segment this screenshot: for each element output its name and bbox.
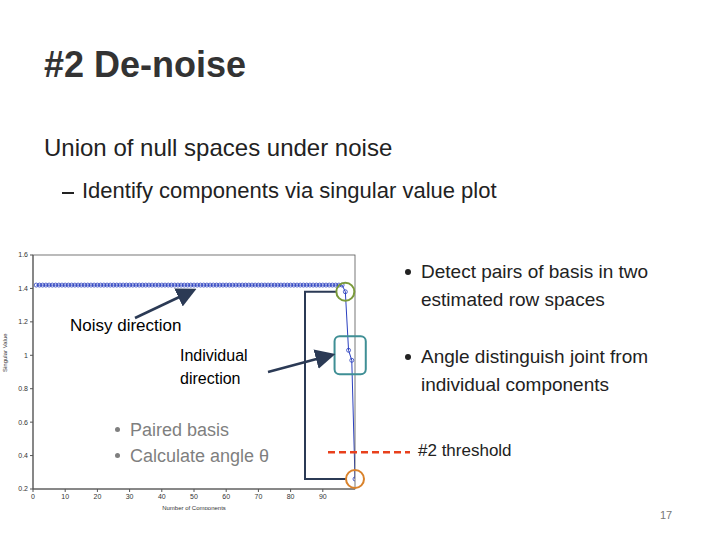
svg-text:Singular Value: Singular Value: [8, 333, 9, 372]
svg-text:60: 60: [222, 493, 230, 500]
html-text:17: 17: [660, 509, 673, 521]
svg-text:Number of Components: Number of Components: [162, 505, 226, 510]
svg-text:1.6: 1.6: [18, 251, 28, 258]
svg-text:0: 0: [31, 493, 35, 500]
html-text:Paired basis: Paired basis: [130, 420, 230, 440]
svg-text:40: 40: [158, 493, 166, 500]
svg-text:50: 50: [190, 493, 198, 500]
html-text:Detect pairs of basis in two e: Detect pairs of basis in two estimated r…: [421, 261, 648, 310]
svg-text:30: 30: [126, 493, 134, 500]
svg-text:1: 1: [24, 352, 28, 359]
svg-text:1.4: 1.4: [18, 285, 28, 292]
svg-text:10: 10: [61, 493, 69, 500]
svg-text:0.8: 0.8: [18, 385, 28, 392]
svg-text:0.4: 0.4: [18, 452, 28, 459]
html-text:Noisy direction: Noisy direction: [70, 316, 182, 335]
svg-text:0.2: 0.2: [18, 485, 28, 492]
html-text:#2 threshold: #2 threshold: [418, 441, 512, 461]
svg-text:1.2: 1.2: [18, 318, 28, 325]
svg-text:0.6: 0.6: [18, 419, 28, 426]
svg-text:90: 90: [319, 493, 327, 500]
html-text:#2 De-noise: #2 De-noise: [44, 44, 247, 85]
html-text:Identify components via singul: Identify components via singular value p…: [82, 178, 497, 203]
html-text:Angle distinguish joint from i: Angle distinguish joint from individual …: [421, 346, 649, 395]
html-text:Individual direction: Individual direction: [180, 347, 248, 387]
svg-text:80: 80: [287, 493, 295, 500]
svg-text:70: 70: [255, 493, 263, 500]
html-text:Calculate angle θ: Calculate angle θ: [130, 446, 270, 466]
svg-text:20: 20: [94, 493, 102, 500]
html-text:Union of null spaces under noi: Union of null spaces under noise: [44, 134, 393, 161]
